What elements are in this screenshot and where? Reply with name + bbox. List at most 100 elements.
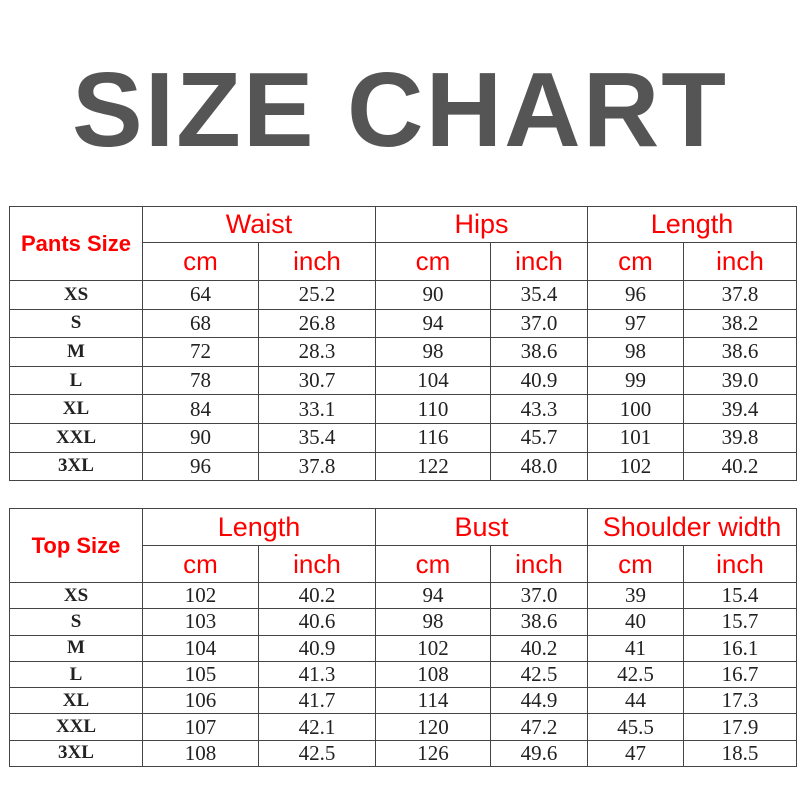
table-cell: 84 <box>142 394 259 424</box>
table-cell: 98 <box>375 337 491 367</box>
table-cell: 90 <box>142 422 259 453</box>
table-cell: 100 <box>587 394 685 424</box>
table-cell: 33.1 <box>258 394 376 424</box>
header-row-groups: Top Size Length Bust Shoulder width <box>9 508 797 583</box>
table-cell: 107 <box>142 713 259 741</box>
table-row: XS 102 40.2 94 37.0 39 15.4 <box>9 581 797 610</box>
table-cell: 90 <box>375 280 491 310</box>
table-cell: 17.9 <box>683 713 797 741</box>
table-cell: 101 <box>587 422 685 453</box>
size-label: M <box>9 337 143 367</box>
table-row: S 68 26.8 94 37.0 97 38.2 <box>9 308 798 339</box>
table-cell: 44 <box>587 687 684 715</box>
table-cell: 114 <box>375 687 491 715</box>
table-cell: 108 <box>375 660 491 689</box>
table-cell: 105 <box>142 660 259 689</box>
table-row: XL 106 41.7 114 44.9 44 17.3 <box>9 687 797 715</box>
column-group-header: Hips <box>374 206 589 243</box>
table-cell: 28.3 <box>258 337 376 367</box>
table-cell: 42.5 <box>587 660 684 689</box>
table-cell: 25.2 <box>258 280 376 310</box>
unit-header: cm <box>587 242 685 281</box>
table-row: M 104 40.9 102 40.2 41 16.1 <box>9 634 797 662</box>
table-cell: 15.4 <box>683 581 797 610</box>
table-cell: 35.4 <box>489 280 589 310</box>
table-cell: 16.1 <box>683 634 797 662</box>
table-cell: 16.7 <box>683 660 797 689</box>
table-cell: 98 <box>375 608 491 636</box>
table-row: S 103 40.6 98 38.6 40 15.7 <box>9 608 797 636</box>
table-cell: 38.6 <box>489 337 589 367</box>
table-cell: 98 <box>587 337 685 367</box>
table-cell: 68 <box>142 308 259 339</box>
size-header: Pants Size <box>9 206 143 281</box>
table-row: M 72 28.3 98 38.6 98 38.6 <box>9 337 798 367</box>
table-cell: 38.2 <box>683 308 798 339</box>
table-cell: 26.8 <box>258 308 376 339</box>
table-cell: 104 <box>375 365 491 396</box>
table-cell: 96 <box>142 451 259 482</box>
size-label: XL <box>9 687 143 715</box>
table-cell: 30.7 <box>258 365 376 396</box>
unit-header: cm <box>142 242 259 281</box>
table-cell: 102 <box>587 451 685 482</box>
table-row: XXL 90 35.4 116 45.7 101 39.8 <box>9 422 798 453</box>
table-cell: 102 <box>375 634 491 662</box>
column-group-header: Bust <box>375 508 588 546</box>
table-cell: 40.2 <box>258 581 376 610</box>
table-cell: 45.7 <box>489 422 589 453</box>
table-cell: 45.5 <box>587 713 684 741</box>
table-cell: 17.3 <box>683 687 797 715</box>
header-row-units: cm inch cm inch cm inch <box>10 242 798 281</box>
unit-header: cm <box>587 545 684 583</box>
table-cell: 40.9 <box>489 365 589 396</box>
table-cell: 37.8 <box>258 451 376 482</box>
unit-header: inch <box>258 242 376 281</box>
unit-header: inch <box>683 242 798 281</box>
size-label: XXL <box>9 713 143 741</box>
table-cell: 37.0 <box>489 308 589 339</box>
table-cell: 37.0 <box>490 581 588 610</box>
table-cell: 120 <box>375 713 491 741</box>
table-cell: 48.0 <box>489 451 589 482</box>
unit-header: cm <box>375 545 491 583</box>
table-cell: 37.8 <box>683 280 798 310</box>
column-group-header: Waist <box>142 206 376 243</box>
table-cell: 110 <box>375 394 491 424</box>
top-size-table: Top Size Length Bust Shoulder width cm inch cm… <box>9 508 797 768</box>
table-cell: 78 <box>142 365 259 396</box>
table-cell: 47 <box>587 739 684 768</box>
table-cell: 97 <box>587 308 685 339</box>
column-group-header: Length <box>587 206 798 243</box>
size-header: Top Size <box>9 508 143 583</box>
table-cell: 40.6 <box>258 608 376 636</box>
pants-size-table: Pants Size Waist Hips Length cm inch cm inch cm i… <box>9 206 798 482</box>
table-cell: 39 <box>587 581 684 610</box>
table-row: L 78 30.7 104 40.9 99 39.0 <box>9 365 798 396</box>
table-cell: 42.1 <box>258 713 376 741</box>
table-cell: 41.3 <box>258 660 376 689</box>
table-cell: 72 <box>142 337 259 367</box>
table-cell: 64 <box>142 280 259 310</box>
unit-header: cm <box>142 545 259 583</box>
table-cell: 104 <box>142 634 259 662</box>
table-cell: 122 <box>375 451 491 482</box>
size-label: M <box>9 634 143 662</box>
table-cell: 39.8 <box>683 422 798 453</box>
table-cell: 38.6 <box>683 337 798 367</box>
header-row-groups: Pants Size Waist Hips Length <box>9 206 798 281</box>
table-row: L 105 41.3 108 42.5 42.5 16.7 <box>9 660 797 689</box>
table-cell: 41.7 <box>258 687 376 715</box>
unit-header: inch <box>683 545 797 583</box>
column-group-header: Shoulder width <box>587 508 797 546</box>
table-cell: 18.5 <box>683 739 797 768</box>
page-title: SIZE CHART <box>72 51 728 169</box>
table-cell: 35.4 <box>258 422 376 453</box>
size-label: S <box>9 308 143 339</box>
size-label: 3XL <box>9 739 143 768</box>
table-cell: 44.9 <box>490 687 588 715</box>
size-label: L <box>9 660 143 689</box>
unit-header: inch <box>258 545 376 583</box>
table-cell: 99 <box>587 365 685 396</box>
size-label: XS <box>9 280 143 310</box>
